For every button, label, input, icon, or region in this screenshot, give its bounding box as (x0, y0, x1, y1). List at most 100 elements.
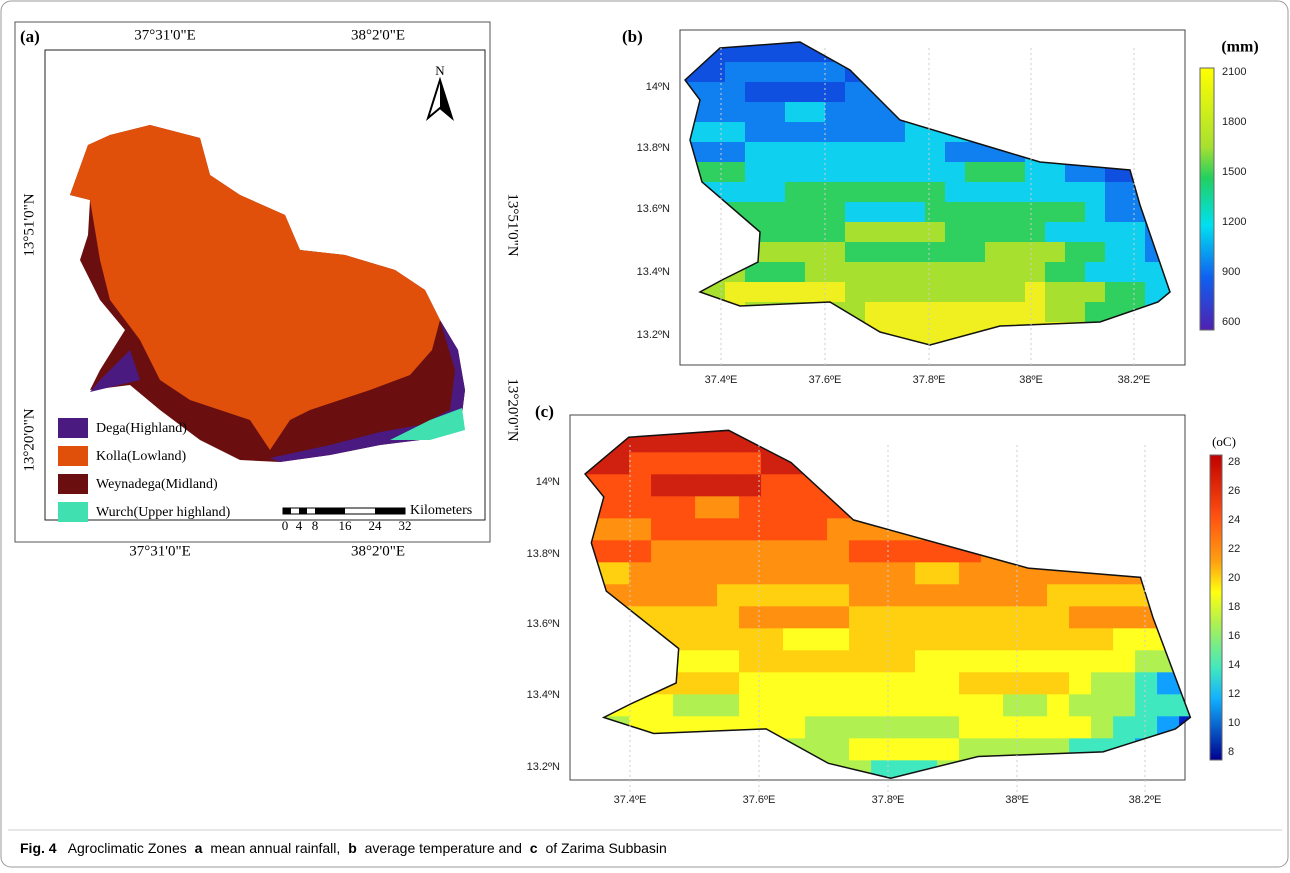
raster-cell (865, 282, 886, 303)
raster-cell (783, 628, 806, 651)
raster-cell (825, 102, 846, 123)
raster-cell (695, 606, 718, 629)
scale-bar-segment (299, 508, 307, 514)
raster-cell (945, 222, 966, 243)
raster-cell (885, 242, 906, 263)
raster-cell (1003, 672, 1026, 695)
raster-cell (1113, 606, 1136, 629)
raster-cell (805, 672, 828, 695)
caption-text: Agroclimatic Zones (68, 840, 187, 856)
raster-cell (905, 322, 926, 343)
raster-cell (695, 518, 718, 541)
raster-cell (915, 694, 938, 717)
scale-label: 4 (296, 518, 303, 533)
raster-cell (1145, 282, 1166, 303)
raster-cell (785, 82, 806, 103)
raster-cell (915, 584, 938, 607)
raster-cell (925, 302, 946, 323)
raster-cell (745, 162, 766, 183)
caption-text: a (195, 840, 203, 856)
raster-cell (1085, 262, 1106, 283)
raster-cell (1047, 606, 1070, 629)
raster-cell (1125, 282, 1146, 303)
raster-cell (959, 562, 982, 585)
raster-cell (673, 672, 696, 695)
raster-cell (629, 518, 652, 541)
raster-cell (871, 562, 894, 585)
raster-cell (827, 650, 850, 673)
raster-cell (915, 606, 938, 629)
raster-cell (805, 162, 826, 183)
raster-cell (783, 518, 806, 541)
raster-cell (1005, 242, 1026, 263)
raster-cell (981, 672, 1004, 695)
raster-cell (783, 584, 806, 607)
x-tick-label: 37.8ºE (872, 794, 905, 806)
y-tick-label: 14ºN (536, 476, 560, 488)
raster-cell (765, 262, 786, 283)
raster-cell (1003, 562, 1026, 585)
raster-cell (865, 182, 886, 203)
panel-label: (a) (20, 27, 40, 46)
raster-cell (717, 496, 740, 519)
raster-cell (785, 42, 806, 63)
raster-cell (905, 242, 926, 263)
raster-cell (849, 716, 872, 739)
tick-label: 37°31'0"E (129, 543, 191, 559)
raster-cell (717, 430, 740, 453)
raster-cell (705, 142, 726, 163)
raster-cell (745, 102, 766, 123)
raster-cell (965, 282, 986, 303)
raster-cell (825, 162, 846, 183)
raster-cell (717, 650, 740, 673)
raster-cell (805, 496, 828, 519)
raster-cell (893, 562, 916, 585)
raster-cell (717, 474, 740, 497)
x-tick-label: 37.4ºE (705, 374, 738, 386)
raster-cell (959, 584, 982, 607)
raster-cell (761, 694, 784, 717)
raster-cell (871, 606, 894, 629)
raster-cell (1091, 716, 1114, 739)
raster-cell (1045, 162, 1066, 183)
raster-cell (825, 222, 846, 243)
raster-cell (925, 202, 946, 223)
raster-cell (945, 202, 966, 223)
legend-label: Kolla(Lowland) (96, 449, 187, 464)
raster-cell (849, 606, 872, 629)
y-tick-label: 13.8ºN (637, 142, 670, 154)
raster-cell (765, 42, 786, 63)
raster-cell (845, 162, 866, 183)
scale-label: 8 (312, 518, 319, 533)
raster-cell (805, 122, 826, 143)
raster-cell (985, 202, 1006, 223)
raster-cell (805, 584, 828, 607)
raster-cell (629, 540, 652, 563)
scale-unit: Kilometers (410, 503, 472, 518)
raster-cell (673, 474, 696, 497)
raster-cell (761, 562, 784, 585)
raster-cell (695, 628, 718, 651)
raster-cell (739, 672, 762, 695)
raster-cell (805, 606, 828, 629)
raster-cell (761, 606, 784, 629)
raster-cell (981, 562, 1004, 585)
raster-cell (673, 606, 696, 629)
raster-cell (739, 518, 762, 541)
y-tick-label: 14ºN (646, 81, 670, 93)
raster-cell (1047, 628, 1070, 651)
raster-cell (783, 496, 806, 519)
raster-cell (1085, 282, 1106, 303)
raster-cell (1005, 162, 1026, 183)
raster-cell (1025, 606, 1048, 629)
panel-a: (a) 37°31'0"E 38°2'0"E 37°31'0"E 38°2'0"… (14, 21, 521, 559)
raster-cell (1157, 672, 1180, 695)
raster-cell (871, 716, 894, 739)
raster-cell (695, 474, 718, 497)
raster-cell (1065, 262, 1086, 283)
raster-cell (805, 562, 828, 585)
raster-cell (765, 142, 786, 163)
raster-cell (717, 452, 740, 475)
raster-cell (845, 222, 866, 243)
raster-cell (651, 694, 674, 717)
